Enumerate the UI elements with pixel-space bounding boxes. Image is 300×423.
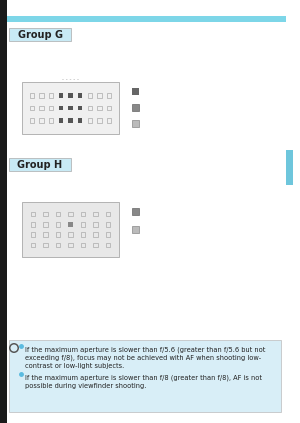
Bar [22, 202, 119, 257]
Bar [44, 212, 48, 217]
Bar [9, 158, 71, 171]
Bar [56, 212, 60, 217]
Bar [106, 232, 110, 237]
Bar [93, 212, 98, 217]
Bar [107, 106, 111, 110]
Bar [97, 93, 102, 98]
Bar [58, 118, 63, 123]
Bar [106, 243, 110, 247]
Bar [31, 222, 35, 227]
Bar [132, 120, 139, 127]
Bar [9, 28, 71, 41]
Bar [22, 82, 119, 134]
Bar [132, 208, 139, 215]
Circle shape [11, 344, 17, 352]
Bar [58, 106, 63, 110]
Bar [78, 93, 82, 98]
Bar [7, 16, 286, 22]
Bar [58, 93, 63, 98]
Bar [68, 243, 73, 247]
Bar [44, 243, 48, 247]
Bar [56, 222, 60, 227]
Bar [68, 232, 73, 237]
Bar [68, 222, 73, 227]
Bar [68, 118, 73, 123]
Bar [106, 222, 110, 227]
Bar [30, 118, 34, 123]
Bar [68, 212, 73, 217]
Bar [31, 212, 35, 217]
Text: Group H: Group H [17, 159, 63, 170]
Bar [78, 118, 82, 123]
Text: If the maximum aperture is slower than f/5.6 (greater than f/5.6 but not
exceedi: If the maximum aperture is slower than f… [25, 346, 266, 369]
Bar [88, 118, 92, 123]
Bar [56, 243, 60, 247]
Bar [39, 118, 44, 123]
Bar [0, 0, 7, 423]
Circle shape [9, 343, 19, 353]
Bar [30, 106, 34, 110]
Text: If the maximum aperture is slower than f/8 (greater than f/8), AF is not
possibl: If the maximum aperture is slower than f… [25, 374, 262, 388]
Bar [30, 93, 34, 98]
Bar [132, 226, 139, 233]
Bar [44, 232, 48, 237]
Bar [88, 106, 92, 110]
Bar [31, 243, 35, 247]
Text: - - - - -: - - - - - [62, 77, 79, 82]
Bar [97, 106, 102, 110]
Bar [93, 243, 98, 247]
Bar [39, 93, 44, 98]
Bar [93, 232, 98, 237]
Bar [132, 88, 139, 95]
Bar [106, 212, 110, 217]
Bar [39, 106, 44, 110]
Bar [68, 106, 73, 110]
Bar [49, 118, 53, 123]
Bar [93, 222, 98, 227]
Bar [78, 106, 82, 110]
Bar [81, 212, 85, 217]
Bar [68, 93, 73, 98]
Bar [31, 232, 35, 237]
Bar [49, 93, 53, 98]
Bar [81, 222, 85, 227]
Bar [107, 118, 111, 123]
Text: Group G: Group G [17, 30, 62, 39]
Bar [97, 118, 102, 123]
Bar [44, 222, 48, 227]
Bar [88, 93, 92, 98]
Bar [107, 93, 111, 98]
Bar [132, 104, 139, 111]
Bar [81, 232, 85, 237]
Bar [49, 106, 53, 110]
Bar [56, 232, 60, 237]
Bar [9, 340, 281, 412]
Bar [81, 243, 85, 247]
Bar [286, 150, 293, 185]
